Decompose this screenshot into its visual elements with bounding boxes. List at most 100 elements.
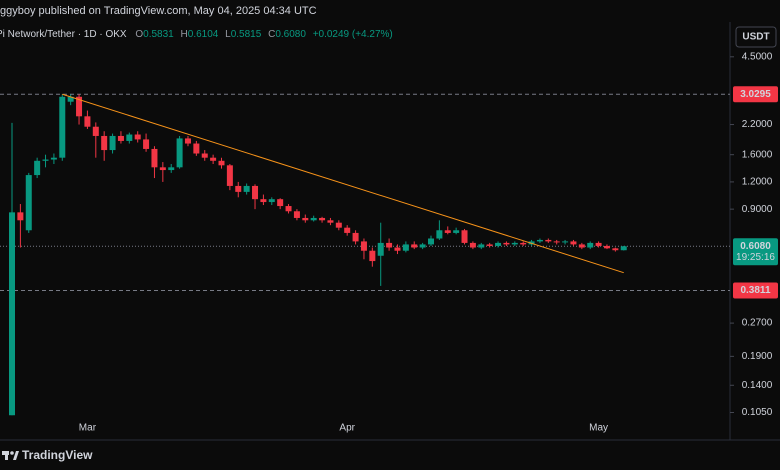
price-label-box [733,282,778,299]
candle-body [67,96,74,102]
ohlc-key: H [181,29,188,40]
countdown: 19:25:16 [736,252,775,263]
candle-body [578,244,585,248]
candle-body [453,230,460,233]
candle-body [603,245,610,249]
y-tick-label: 0.1050 [742,407,773,418]
candle-body [243,185,250,192]
candle-body [50,157,57,160]
candle-body [545,239,552,242]
ohlc-value: 0.6080 [275,29,306,40]
candle-body [226,165,233,186]
price-label: 0.3811 [740,285,770,296]
y-tick-label: 0.9000 [742,204,773,215]
candle-body [201,153,208,158]
candle-body [394,247,401,251]
change: +0.0249 (+4.27%) [313,29,393,40]
ohlc-value: 0.5815 [231,29,262,40]
candle-body [386,242,393,248]
candle-body [377,242,384,256]
candle-body [151,148,158,168]
candle-body [109,135,116,151]
current-price-label: 0.6080 [740,241,771,252]
candle-body [235,185,242,192]
y-tick-label: 2.2000 [742,119,773,130]
candle-body [25,175,32,231]
candle-body [218,160,225,166]
candle-body [536,239,543,242]
candle-body [436,230,443,239]
ohlc-key: L [225,29,231,40]
candle-body [277,199,284,207]
candle-body [319,217,326,221]
ohlc-key: O [135,29,143,40]
candle-body [495,242,502,246]
candle-body [587,242,594,248]
y-tick-label: 0.1400 [742,380,773,391]
candle-body [503,242,510,245]
candle-body [168,167,175,171]
x-tick-label: May [589,423,608,434]
candle-body [478,244,485,248]
candle-body [59,96,66,158]
candle-body [176,138,183,168]
candle-body [402,244,409,251]
x-tick-label: Mar [79,423,97,434]
byline: ggyboy published on TradingView.com, May… [0,5,317,17]
candle-body [134,134,141,140]
candle-body [76,96,83,117]
candle-body [352,232,359,242]
candle-body [117,135,124,141]
candle-body [335,222,342,228]
current-price-box [733,238,778,266]
candle-body [310,217,317,221]
candle-body [486,244,493,246]
candle-body [34,160,41,176]
candle-body [143,139,150,149]
price-label-box [733,86,778,103]
candle-body [511,242,518,245]
y-tick-label: 1.2000 [742,177,773,188]
candle-body [159,167,166,171]
candle-body [428,238,434,245]
price-label: 3.0295 [740,89,771,100]
candle-body [327,220,334,223]
candle-body [553,241,560,243]
ohlc-value: 0.5831 [143,29,174,40]
candle-body [461,230,468,243]
candle-body [293,211,300,218]
candle-body [210,157,217,161]
y-tick-label: 4.5000 [742,51,773,62]
y-tick-label: 0.1900 [742,351,773,362]
candle-body [252,185,259,200]
y-tick-label: 1.6000 [742,149,773,160]
candle-body [9,212,15,416]
candle-body [17,212,24,221]
candle-body [268,199,275,203]
currency-label[interactable]: USDT [742,32,769,43]
ohlc-key: C [268,29,275,40]
candle-body [193,143,200,154]
candle-body [126,134,133,141]
candle-body [285,206,292,212]
candle-body [260,199,267,203]
candle-body [92,126,99,136]
trendline [62,93,624,274]
candle-body [570,241,577,245]
candle-body [344,227,351,233]
candle-body [620,246,627,251]
candle-body [562,241,569,243]
candle-body [469,242,476,248]
candle-body [84,116,91,127]
symbol-legend: Pi Network/Tether · 1D · OKX O0.5831 H 0.… [0,29,393,40]
candle-body [302,217,309,221]
symbol: Pi Network/Tether · 1D · OKX [0,29,127,40]
candle-body [369,250,376,262]
currency-button[interactable] [735,26,777,48]
candle-body [101,135,108,151]
candle-body [411,244,418,248]
candle-body [520,242,527,245]
candle-body [42,159,49,161]
